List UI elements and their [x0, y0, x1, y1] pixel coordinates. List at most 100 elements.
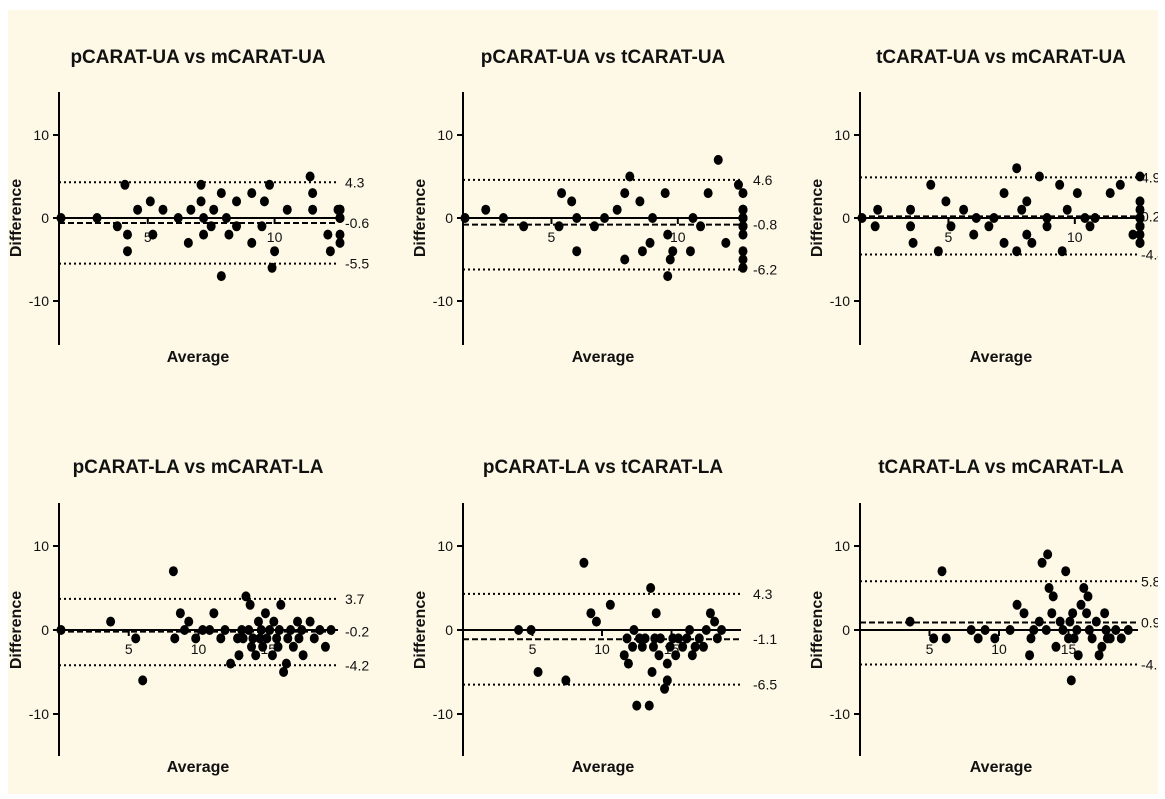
panel3-point — [941, 196, 951, 207]
panel2-point — [660, 188, 670, 199]
panel4-point — [220, 625, 230, 635]
panel5-y-tick-label: -10 — [433, 706, 453, 722]
panel5-point — [665, 641, 675, 652]
panel6-point — [1025, 650, 1035, 661]
panel1-point — [183, 237, 193, 248]
panel3-point — [971, 213, 981, 223]
panel1-point — [56, 213, 66, 223]
panel4-point — [234, 650, 244, 661]
panel4-point — [326, 625, 336, 635]
panel3-point — [873, 204, 883, 215]
panel1-point — [196, 196, 206, 207]
panel2: pCARAT-UA vs tCARAT-UA -10 0 10 Difference Av… — [412, 47, 777, 366]
panel4-point — [309, 633, 319, 644]
panel4-point — [251, 650, 261, 661]
panel1-point — [257, 221, 267, 232]
panel6-point — [1037, 557, 1047, 568]
panel6-point — [1111, 625, 1121, 635]
panel1-y-tick-label: -10 — [29, 293, 49, 309]
panel6: tCARAT-LA vs mCARAT-LA -10 0 10 Difference Av… — [809, 457, 1158, 776]
panel5-point — [710, 616, 720, 627]
panel2-point — [637, 246, 647, 257]
panel2-point — [557, 188, 567, 199]
panel2-point — [645, 237, 655, 248]
panel2-y-tick-label: -10 — [433, 293, 453, 309]
panel6-x-tick-label: 10 — [991, 641, 1007, 657]
panel6-x-tick-label: 15 — [1061, 641, 1077, 657]
panel3-x-label: Average — [970, 349, 1033, 366]
panel4-point — [255, 633, 265, 644]
panel4-point — [180, 625, 190, 635]
panel2-title: pCARAT-UA vs tCARAT-UA — [481, 47, 726, 68]
panel2-x-label: Average — [572, 349, 635, 366]
panel3-point — [989, 213, 999, 223]
panel2-point — [498, 213, 508, 223]
panel4-point — [248, 633, 258, 644]
panel6-label-upper: 5.8 — [1141, 573, 1158, 589]
panel5-point — [673, 633, 683, 644]
panel6-point — [1079, 583, 1089, 593]
panel6-point — [1082, 608, 1092, 619]
panel3-point — [1090, 213, 1100, 223]
panel3-point — [1135, 213, 1145, 223]
panel6-label-mean: 0.9 — [1141, 614, 1158, 630]
panel4-point — [267, 650, 277, 661]
panel5-point — [654, 650, 664, 661]
panel4-y-label: Difference — [8, 591, 25, 669]
panel4-point — [305, 616, 315, 627]
panel6-title: tCARAT-LA vs mCARAT-LA — [878, 457, 1124, 478]
panel1-point — [325, 246, 335, 257]
panel3-point — [1135, 204, 1145, 215]
panel3-point — [946, 221, 956, 232]
panel6-y-label: Difference — [809, 591, 826, 669]
panel3-y-tick-label: -10 — [830, 293, 850, 309]
panel4-label-lower: -4.2 — [345, 657, 369, 673]
panel6-point — [1026, 633, 1036, 644]
panel2-point — [620, 188, 630, 199]
panel6-point — [1034, 616, 1044, 627]
panel6-point — [1019, 608, 1029, 619]
panel5: pCARAT-LA vs tCARAT-LA -10 0 10 Difference Av… — [412, 457, 777, 776]
panel4-point — [273, 641, 283, 652]
panel5-point — [628, 641, 638, 652]
panel1-point — [92, 213, 102, 223]
panel3-point — [1017, 204, 1027, 215]
panel2-point — [663, 271, 673, 282]
panel1-point — [216, 188, 226, 199]
panel2-point — [668, 246, 678, 257]
panel4-point — [216, 633, 226, 644]
panel1-point — [120, 179, 130, 190]
panel2-point — [738, 254, 748, 265]
panel1-label-lower: -5.5 — [345, 256, 369, 272]
panel6-point — [1041, 625, 1051, 635]
panel4-point — [170, 633, 180, 644]
panel5-point — [671, 650, 681, 661]
panel3-point — [1042, 213, 1052, 223]
panel6-point — [1123, 625, 1133, 635]
panel6-y-tick-label: 0 — [842, 622, 850, 638]
panel1-point — [323, 229, 333, 240]
panel4-point — [315, 625, 325, 635]
panel6-point — [990, 633, 1000, 644]
panel5-point — [662, 675, 672, 686]
panel1-point — [196, 179, 206, 190]
panel5-point — [655, 633, 665, 644]
panel5-point — [632, 700, 642, 711]
panel3-point — [1105, 188, 1115, 199]
panel6-point — [1012, 599, 1022, 610]
panel6-y-tick-label: 10 — [834, 538, 850, 554]
panel5-x-tick-label: 10 — [594, 641, 610, 657]
panel6-point — [980, 625, 990, 635]
panel5-label-mean: -1.1 — [753, 631, 777, 647]
panel3-point — [1012, 163, 1022, 174]
panel1-title: pCARAT-UA vs mCARAT-UA — [70, 47, 325, 68]
panel2-point — [663, 229, 673, 240]
panel6-point — [1084, 625, 1094, 635]
panel3-point — [1080, 213, 1090, 223]
panel5-point — [640, 633, 650, 644]
panel6-point — [1083, 591, 1093, 602]
panel4-point — [272, 633, 282, 644]
panel3-point — [870, 221, 880, 232]
panel6-point — [1072, 625, 1082, 635]
panel1-y-tick-label: 0 — [41, 210, 49, 226]
